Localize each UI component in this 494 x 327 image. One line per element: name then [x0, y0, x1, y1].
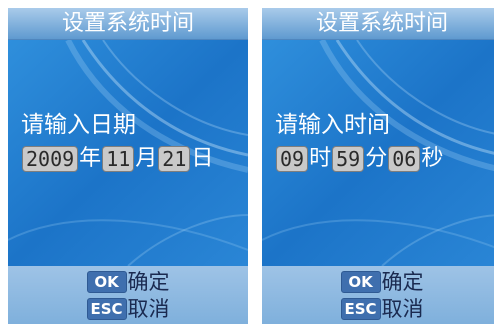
confirm-label: 确定	[381, 270, 424, 294]
day-unit: 日	[191, 146, 214, 171]
confirm-softkey[interactable]: OK 确定	[262, 269, 494, 295]
screen-title: 设置系统时间	[315, 11, 448, 36]
minute-field[interactable]: 59	[332, 146, 365, 172]
year-field[interactable]: 2009	[22, 146, 79, 172]
time-entry-row: 09 时 59 分 06 秒	[276, 145, 444, 173]
title-bar: 设置系统时间	[8, 8, 248, 40]
softkey-bar: OK 确定 ESC 取消	[8, 266, 248, 324]
time-setting-screen: 设置系统时间 请输入时间 09 时 59 分 06 秒	[262, 8, 494, 324]
screen-title: 设置系统时间	[61, 11, 194, 36]
ok-key-icon: OK	[86, 271, 127, 293]
softkey-bar: OK 确定 ESC 取消	[262, 266, 494, 324]
title-bar: 设置系统时间	[262, 8, 494, 40]
time-prompt: 请输入时间	[275, 112, 390, 138]
cancel-label: 取消	[127, 297, 170, 321]
hour-unit: 时	[309, 146, 332, 171]
confirm-softkey[interactable]: OK 确定	[8, 269, 248, 295]
cancel-softkey[interactable]: ESC 取消	[8, 296, 248, 322]
second-unit: 秒	[421, 146, 444, 171]
ok-key-icon: OK	[340, 271, 381, 293]
date-setting-screen: 设置系统时间 请输入日期 2009 年 11 月 21 日	[8, 8, 248, 324]
esc-key-icon: ESC	[340, 298, 381, 320]
cancel-softkey[interactable]: ESC 取消	[262, 296, 494, 322]
hour-field[interactable]: 09	[276, 146, 309, 172]
year-unit: 年	[79, 146, 102, 171]
date-entry-row: 2009 年 11 月 21 日	[22, 145, 214, 173]
month-unit: 月	[135, 146, 158, 171]
date-prompt: 请输入日期	[21, 112, 136, 138]
day-field[interactable]: 21	[158, 146, 191, 172]
cancel-label: 取消	[381, 297, 424, 321]
esc-key-icon: ESC	[86, 298, 127, 320]
second-field[interactable]: 06	[388, 146, 421, 172]
minute-unit: 分	[365, 146, 388, 171]
month-field[interactable]: 11	[102, 146, 135, 172]
confirm-label: 确定	[127, 270, 170, 294]
